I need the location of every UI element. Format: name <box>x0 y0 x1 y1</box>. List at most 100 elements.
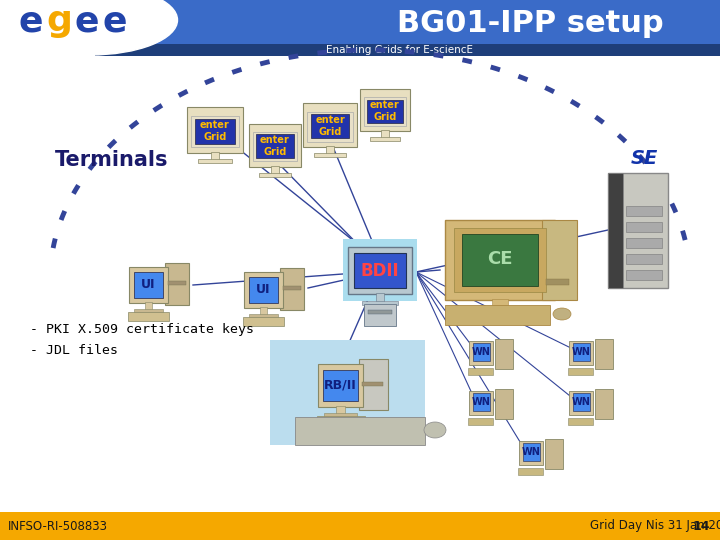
Bar <box>324 413 357 417</box>
Bar <box>359 359 388 410</box>
Bar <box>462 234 538 286</box>
Bar <box>0 56 720 512</box>
Bar <box>364 304 396 326</box>
Bar <box>129 267 168 302</box>
Bar <box>310 114 349 138</box>
Bar <box>369 310 392 314</box>
Text: BDII: BDII <box>361 261 400 280</box>
Bar <box>472 343 490 361</box>
Text: Grid Day Nis 31 Jan 2006: Grid Day Nis 31 Jan 2006 <box>590 519 720 532</box>
Bar <box>362 382 383 386</box>
Bar <box>360 89 410 131</box>
Bar <box>568 368 593 375</box>
Bar <box>307 112 353 141</box>
Text: RB/II: RB/II <box>324 379 357 392</box>
Bar <box>495 339 513 369</box>
Bar <box>343 239 418 301</box>
Bar <box>468 418 493 425</box>
Ellipse shape <box>553 308 571 320</box>
Text: WN: WN <box>472 397 491 407</box>
Bar <box>0 512 720 540</box>
Bar <box>248 276 279 302</box>
Bar <box>445 305 550 325</box>
Bar <box>370 137 400 141</box>
Bar <box>495 389 513 419</box>
Bar <box>259 172 291 177</box>
Text: UI: UI <box>256 283 271 296</box>
Bar <box>626 253 662 264</box>
Bar <box>367 99 403 123</box>
Bar <box>626 238 662 247</box>
Bar <box>572 343 590 361</box>
Bar <box>133 272 163 298</box>
Bar <box>546 279 569 285</box>
Text: WN: WN <box>472 347 491 357</box>
Bar <box>445 220 555 300</box>
Bar <box>518 468 543 475</box>
Bar <box>348 247 413 294</box>
Bar <box>568 418 593 425</box>
Bar <box>271 165 279 174</box>
Bar <box>542 220 577 300</box>
Bar <box>362 301 398 305</box>
Bar <box>256 134 294 158</box>
Bar <box>469 341 493 365</box>
Bar <box>270 340 425 445</box>
Bar <box>192 116 238 147</box>
Bar <box>468 368 493 375</box>
Text: WN: WN <box>522 447 541 457</box>
Bar <box>595 339 613 369</box>
Bar <box>210 152 220 161</box>
Ellipse shape <box>2 0 178 55</box>
Bar <box>145 301 153 309</box>
Bar <box>95 44 720 56</box>
Text: e: e <box>18 4 42 38</box>
Bar <box>195 118 235 144</box>
Bar <box>280 267 305 310</box>
Bar <box>626 221 662 232</box>
Text: e: e <box>102 4 127 38</box>
Bar <box>354 253 406 288</box>
Bar <box>454 228 546 292</box>
Text: Terminals: Terminals <box>55 150 168 170</box>
Bar <box>260 307 267 314</box>
Bar <box>295 417 425 445</box>
Bar <box>492 299 508 310</box>
Bar <box>570 341 593 365</box>
Bar <box>134 308 163 313</box>
Bar <box>249 124 301 166</box>
Bar <box>608 172 668 287</box>
Bar <box>168 281 186 285</box>
Text: - PKI X.509 certificate keys: - PKI X.509 certificate keys <box>30 323 254 336</box>
Bar <box>317 416 364 425</box>
Text: enter
Grid: enter Grid <box>200 120 230 141</box>
Bar <box>595 389 613 419</box>
Bar <box>626 206 662 215</box>
Bar <box>376 293 384 302</box>
Text: e: e <box>74 4 99 38</box>
Bar <box>570 390 593 415</box>
Bar <box>336 406 345 414</box>
Text: 14: 14 <box>693 519 710 532</box>
Wedge shape <box>0 0 100 100</box>
Bar <box>127 312 169 321</box>
Text: enter
Grid: enter Grid <box>260 135 290 157</box>
Text: WN: WN <box>572 347 590 357</box>
Bar <box>523 443 540 461</box>
Bar <box>198 159 232 163</box>
Bar <box>472 308 528 313</box>
Text: BG01-IPP setup: BG01-IPP setup <box>397 10 663 38</box>
Bar <box>381 130 389 139</box>
Text: g: g <box>46 4 72 38</box>
Text: UI: UI <box>141 278 156 291</box>
Bar <box>572 393 590 411</box>
Text: enter
Grid: enter Grid <box>370 100 400 122</box>
Bar <box>318 364 363 407</box>
Ellipse shape <box>424 422 446 438</box>
Bar <box>608 172 623 287</box>
Bar <box>626 269 662 280</box>
Bar <box>544 438 563 469</box>
Text: - JDL files: - JDL files <box>30 343 118 356</box>
Text: CE: CE <box>487 250 513 268</box>
Bar <box>469 390 493 415</box>
